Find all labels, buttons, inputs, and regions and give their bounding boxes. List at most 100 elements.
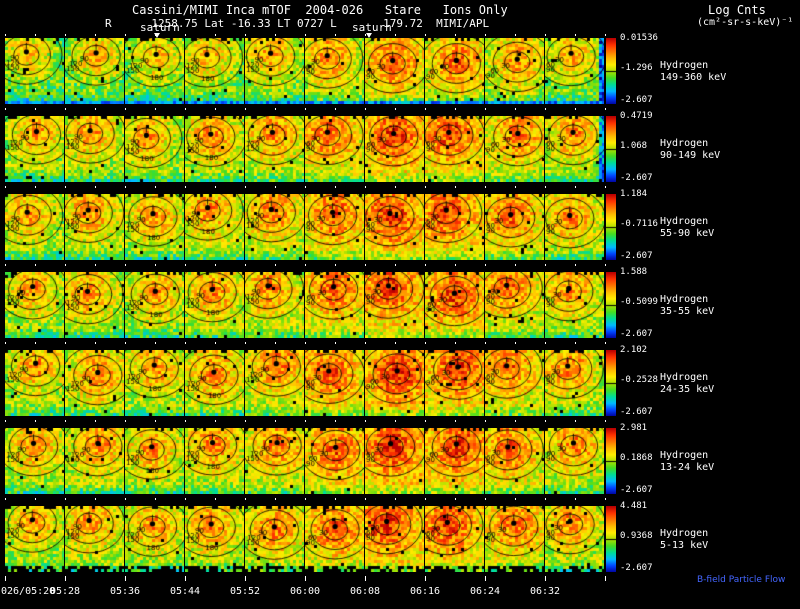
heatmap-panel [425, 428, 484, 494]
row-tick [5, 264, 6, 266]
row-tick [65, 420, 66, 422]
row-tick [395, 186, 396, 188]
row-tick [35, 420, 36, 422]
row-tick [545, 108, 546, 110]
row-tick [245, 498, 246, 500]
colorbar-max-label: 4.481 [620, 501, 648, 511]
row-tick [395, 420, 396, 422]
row-tick [545, 186, 546, 188]
heatmap-panel [305, 116, 364, 182]
row-tick [545, 420, 546, 422]
colorbar-mid-label: 0.9368 [620, 531, 653, 541]
row-tick [305, 342, 306, 344]
colorbar [606, 194, 616, 260]
colorbar-max-label: 2.981 [620, 423, 648, 433]
down-arrow-icon [154, 33, 160, 38]
heatmap-panel [185, 272, 244, 338]
channel-label-line2: 55-90 keV [660, 228, 715, 239]
heatmap-panel [65, 38, 124, 104]
time-label: 06:24 [469, 586, 501, 597]
row-tick [95, 498, 96, 500]
heatmap-panel [65, 506, 124, 572]
heatmap-panel [65, 116, 124, 182]
row-tick [185, 264, 186, 266]
heatmap-panel [125, 194, 184, 260]
time-label: 06:00 [289, 586, 321, 597]
row-tick [305, 420, 306, 422]
heatmap-panel [545, 350, 604, 416]
row-tick [245, 108, 246, 110]
row-tick [275, 34, 276, 36]
time-label: 05:52 [229, 586, 261, 597]
row-tick [5, 498, 6, 500]
row-tick [155, 342, 156, 344]
row-tick [185, 420, 186, 422]
row-tick [395, 342, 396, 344]
heatmap-panel [305, 38, 364, 104]
heatmap-panel [545, 272, 604, 338]
colorbar-mid-label: 1.068 [620, 141, 648, 151]
row-tick [95, 34, 96, 36]
row-tick [515, 186, 516, 188]
row-tick [215, 264, 216, 266]
row-tick [455, 264, 456, 266]
axis-tick [5, 576, 6, 581]
row-tick [455, 108, 456, 110]
colorbar-mid-label: -0.2528 [620, 375, 658, 385]
row-tick [125, 108, 126, 110]
heatmap-panel [125, 272, 184, 338]
channel-label-line1: Hydrogen [660, 138, 709, 149]
row-tick [575, 342, 576, 344]
row-tick [245, 420, 246, 422]
colorbar [606, 272, 616, 338]
colorbar-max-label: 1.184 [620, 189, 648, 199]
row-tick [515, 420, 516, 422]
row-tick [425, 342, 426, 344]
row-tick [125, 420, 126, 422]
axis-tick [305, 576, 306, 581]
row-tick [575, 498, 576, 500]
colorbar-min-label: -2.607 [620, 173, 653, 183]
row-tick [365, 420, 366, 422]
row-tick [35, 108, 36, 110]
row-tick [35, 264, 36, 266]
heatmap-panel [425, 272, 484, 338]
row-tick [65, 186, 66, 188]
row-tick [515, 264, 516, 266]
time-label: 06:32 [529, 586, 561, 597]
row-tick [125, 342, 126, 344]
row-tick [95, 342, 96, 344]
colorbar-max-label: 0.01536 [620, 33, 658, 43]
colorbar-units: (cm²-sr-s-keV)⁻¹ [697, 17, 794, 28]
axis-tick [545, 576, 546, 581]
colorbar-min-label: -2.607 [620, 485, 653, 495]
row-tick [425, 498, 426, 500]
row-tick [65, 264, 66, 266]
channel-label-line1: Hydrogen [660, 528, 709, 539]
channel-label-line2: 90-149 keV [660, 150, 721, 161]
colorbar-max-label: 0.4719 [620, 111, 653, 121]
row-tick [365, 498, 366, 500]
heatmap-panel [185, 428, 244, 494]
row-tick [605, 186, 606, 188]
heatmap-panel [545, 116, 604, 182]
heatmap-panel [245, 194, 304, 260]
row-tick [275, 420, 276, 422]
row-tick [575, 264, 576, 266]
time-label: 05:36 [109, 586, 141, 597]
heatmap-panel [365, 38, 424, 104]
axis-tick [65, 576, 66, 581]
channel-label-line1: Hydrogen [660, 60, 709, 71]
heatmap-panel [185, 194, 244, 260]
heatmap-panel [545, 194, 604, 260]
row-tick [425, 186, 426, 188]
heatmap-panel [245, 38, 304, 104]
row-tick [305, 186, 306, 188]
row-tick [5, 186, 6, 188]
time-label: 026/05:20 [1, 586, 56, 597]
colorbar-mid-label: -0.5099 [620, 297, 658, 307]
colorbar-min-label: -2.607 [620, 95, 653, 105]
row-tick [515, 34, 516, 36]
